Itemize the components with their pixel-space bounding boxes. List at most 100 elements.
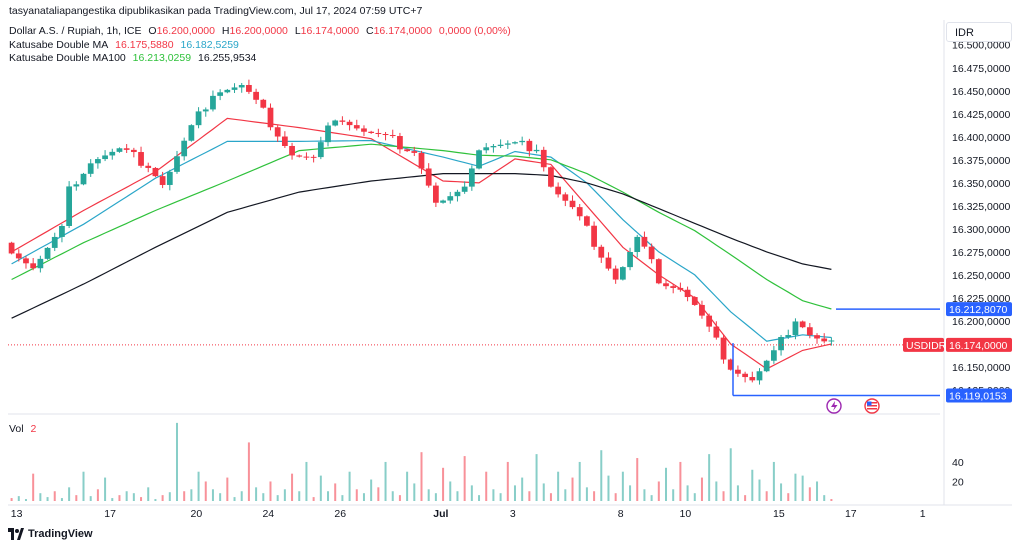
candle-body: [584, 216, 590, 226]
ma-line: [11, 143, 832, 310]
candle-body: [260, 99, 267, 108]
ma100-legend[interactable]: Katusabe Double MA100 16.213,0259 16.255…: [9, 52, 260, 65]
volume-bar: [17, 496, 20, 501]
volume-bar: [700, 477, 703, 501]
volume-bar: [384, 461, 387, 501]
volume-bar: [175, 422, 178, 501]
candle-body: [490, 146, 497, 148]
volume-bar: [715, 481, 718, 501]
volume-bar: [32, 473, 35, 501]
candle-body: [476, 150, 482, 169]
candle-body: [648, 246, 655, 260]
horizontal-levels: [8, 308, 940, 397]
ma100-value-1: 16.213,0259: [132, 52, 192, 64]
candle-body: [325, 125, 331, 143]
candle-body: [684, 289, 691, 298]
dividend-event-icon[interactable]: [826, 398, 842, 414]
y-tick-label: 16.325,0000: [952, 201, 1011, 213]
symbol-name[interactable]: Dollar A.S. / Rupiah, 1h, ICE: [9, 25, 142, 37]
candle-body: [296, 155, 303, 157]
volume-bar: [46, 497, 49, 501]
candle-body: [727, 359, 734, 370]
volume-bar: [542, 483, 545, 501]
x-tick-label: 17: [845, 508, 857, 520]
candle-body: [742, 373, 748, 378]
volume-bar: [276, 495, 279, 501]
ohlc-open: O16.200,0000: [148, 25, 215, 37]
volume-bar: [219, 493, 222, 501]
volume-bar: [823, 495, 826, 501]
symbol-legend[interactable]: Dollar A.S. / Rupiah, 1h, ICE O16.200,00…: [9, 25, 515, 38]
currency-selector[interactable]: IDR: [946, 22, 1012, 42]
candle-body: [591, 225, 597, 247]
event-icons[interactable]: [826, 398, 880, 414]
ma100-label[interactable]: Katusabe Double MA100: [9, 52, 126, 64]
volume-bar: [557, 471, 560, 501]
us-flag-event-icon[interactable]: [864, 398, 880, 414]
candle-body: [425, 168, 432, 186]
candle-body: [339, 120, 346, 122]
volume-bar: [147, 487, 150, 501]
x-tick-label: 10: [680, 508, 692, 520]
candle-body: [317, 142, 324, 158]
ma-label[interactable]: Katusabe Double MA: [9, 39, 109, 51]
y-tick-label: 16.400,0000: [952, 132, 1011, 144]
candle-body: [619, 267, 626, 280]
y-tick-label: 16.275,0000: [952, 247, 1011, 259]
volume-bar: [132, 493, 135, 501]
candle-body: [397, 136, 403, 150]
candle-body: [655, 259, 662, 284]
candle-body: [145, 165, 152, 168]
y-tick-label: 16.475,0000: [952, 63, 1011, 75]
volume-bar: [765, 491, 768, 501]
candle-body: [447, 196, 454, 201]
low-value: 16.174,0000: [300, 25, 360, 37]
volume-bar: [787, 493, 790, 501]
volume-bar: [406, 471, 409, 501]
candle-body: [540, 149, 547, 168]
candle-body: [361, 128, 367, 132]
volume-bar: [470, 485, 473, 501]
volume-legend[interactable]: Vol 2: [9, 423, 40, 436]
candle-body: [253, 91, 259, 100]
candle-body: [267, 107, 274, 128]
candle-body: [634, 236, 641, 253]
high-value: 16.200,0000: [229, 25, 288, 37]
volume-bar: [413, 483, 416, 501]
candle-body: [152, 167, 159, 177]
candle-body: [605, 257, 612, 269]
volume-bar: [830, 499, 833, 501]
candle-body: [130, 149, 137, 153]
volume-bar: [780, 483, 783, 501]
x-tick-label: 1: [920, 508, 926, 520]
volume-label[interactable]: Vol: [9, 423, 24, 435]
volume-bar: [442, 467, 445, 501]
price-label-box: [946, 388, 1012, 403]
candle-body: [411, 151, 418, 153]
candle-body: [670, 286, 677, 288]
ma-legend[interactable]: Katusabe Double MA 16.175,5880 16.182,52…: [9, 39, 243, 52]
volume-bar: [53, 491, 56, 501]
volume-bar: [801, 475, 804, 501]
ohlc-close: C16.174,0000: [366, 25, 432, 37]
candle-body: [195, 111, 202, 126]
candle-body: [66, 186, 73, 226]
volume-bar: [629, 485, 632, 501]
volume-bar: [506, 461, 509, 501]
x-tick-label: 20: [191, 508, 203, 520]
candle-body: [454, 191, 461, 197]
open-label: O: [148, 25, 157, 37]
volume-value: 2: [30, 423, 37, 435]
candle-body: [814, 335, 820, 339]
volume-bar: [327, 491, 330, 501]
volume-bar: [204, 481, 207, 501]
x-tick-label: 13: [11, 508, 23, 520]
x-tick-label: Jul: [433, 508, 448, 520]
candle-body: [677, 287, 684, 290]
volume-bar: [398, 495, 401, 501]
volume-bar: [636, 458, 639, 501]
candle-body: [368, 131, 375, 133]
candle-body: [353, 125, 360, 129]
